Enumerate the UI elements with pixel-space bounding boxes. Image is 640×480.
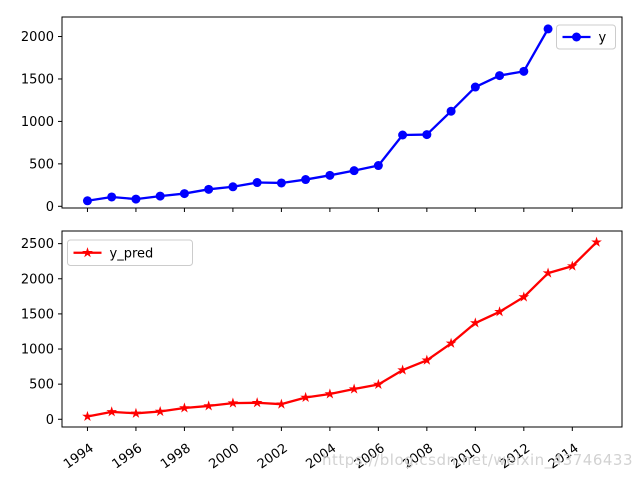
series-y_pred-marker <box>348 383 360 394</box>
series-y-marker <box>543 24 553 34</box>
series-y_pred-marker <box>542 267 554 278</box>
series-y_pred-line <box>86 241 598 418</box>
y-tick-label: 1500 <box>21 307 54 322</box>
top-plot: 0 500 1000 1500 2000 y <box>21 16 623 215</box>
y-tick-label: 500 <box>29 378 54 393</box>
series-y-marker <box>495 71 505 81</box>
series-y-marker <box>325 170 335 180</box>
series-y_pred-marker <box>421 354 433 365</box>
legend-y_pred: y_pred <box>67 239 193 266</box>
series-y-marker <box>470 82 480 92</box>
series-y-marker <box>179 189 189 199</box>
series-y-marker <box>228 182 238 192</box>
legend-star-marker-icon <box>82 247 93 258</box>
axes-frame <box>61 16 623 209</box>
legend-box <box>67 239 193 266</box>
series-y-marker <box>398 130 408 140</box>
series-y_pred-marker <box>470 317 481 328</box>
axes-background <box>62 17 622 208</box>
series-y_pred-marker <box>106 406 118 417</box>
series-y-marker <box>155 191 165 201</box>
x-tick-label: 2006 <box>352 441 388 472</box>
y-tick-label: 2500 <box>21 237 54 252</box>
series-y_pred-marker <box>518 291 530 302</box>
x-tick-label: 2014 <box>546 441 582 472</box>
x-tick-label: 1996 <box>110 441 146 472</box>
series-y_pred-marker <box>445 337 457 348</box>
y-tick-label: 1000 <box>21 115 54 130</box>
legend-label: y <box>599 31 607 46</box>
series-y-marker <box>252 178 262 188</box>
series-y-marker <box>446 106 456 116</box>
series-y_pred-marker <box>397 364 408 375</box>
series-y-marker <box>301 175 311 185</box>
series-y-marker <box>107 192 117 202</box>
series-y-marker <box>131 194 141 204</box>
series-y-marker <box>349 166 359 176</box>
x-tick-label: 2008 <box>400 441 436 472</box>
series-y_pred-marker <box>494 306 505 317</box>
series-y-marker <box>82 196 92 206</box>
y-tick-label: 2000 <box>21 272 54 287</box>
series-y_pred-marker <box>227 397 239 408</box>
x-tick-label: 2010 <box>449 441 485 472</box>
legend-y: y <box>556 24 616 50</box>
series-y-marker <box>373 161 383 171</box>
bottom-plot: 0 500 1000 1500 2000 2500 1994 1996 1998 2000 2002… <box>21 230 623 472</box>
y-tick-label: 0 <box>46 413 54 428</box>
series-y_pred-marker <box>591 236 602 247</box>
y-tick-label: 0 <box>46 200 54 215</box>
legend-label: y_pred <box>110 246 154 261</box>
series-y_pred-marker <box>203 400 214 411</box>
series-y_pred-marker <box>276 398 287 409</box>
series-y_pred-marker <box>130 407 142 418</box>
x-tick-label: 2012 <box>497 441 533 472</box>
series-y_pred-marker <box>373 378 384 390</box>
y-tick-label: 1000 <box>21 343 54 358</box>
x-tick-label: 1998 <box>158 441 194 472</box>
series-y_pred-marker <box>82 410 93 421</box>
series-y_pred-marker <box>179 402 190 413</box>
series-y-marker <box>519 66 529 76</box>
series-y_pred-marker <box>154 405 166 417</box>
axes-frame <box>61 230 623 428</box>
y-tick-label: 1500 <box>21 72 54 87</box>
series-y-marker <box>276 178 286 188</box>
x-tick-label: 2002 <box>255 441 291 472</box>
x-tick-label: 2004 <box>303 441 339 472</box>
legend-circle-marker-icon <box>572 32 581 42</box>
series-y_pred-marker <box>300 391 311 403</box>
y-tick-label: 2000 <box>21 30 54 45</box>
series-y_pred-marker <box>566 260 578 271</box>
y-tick-label: 500 <box>29 157 54 172</box>
series-y-marker <box>204 184 214 194</box>
series-y_pred-marker <box>324 388 336 399</box>
x-tick-label: 2000 <box>206 441 242 472</box>
series-y-marker <box>422 130 432 140</box>
x-tick-label: 1994 <box>61 441 97 472</box>
series-y_pred-marker <box>251 397 263 408</box>
